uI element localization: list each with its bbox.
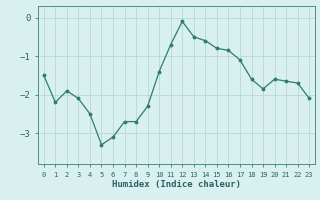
- X-axis label: Humidex (Indice chaleur): Humidex (Indice chaleur): [112, 180, 241, 189]
